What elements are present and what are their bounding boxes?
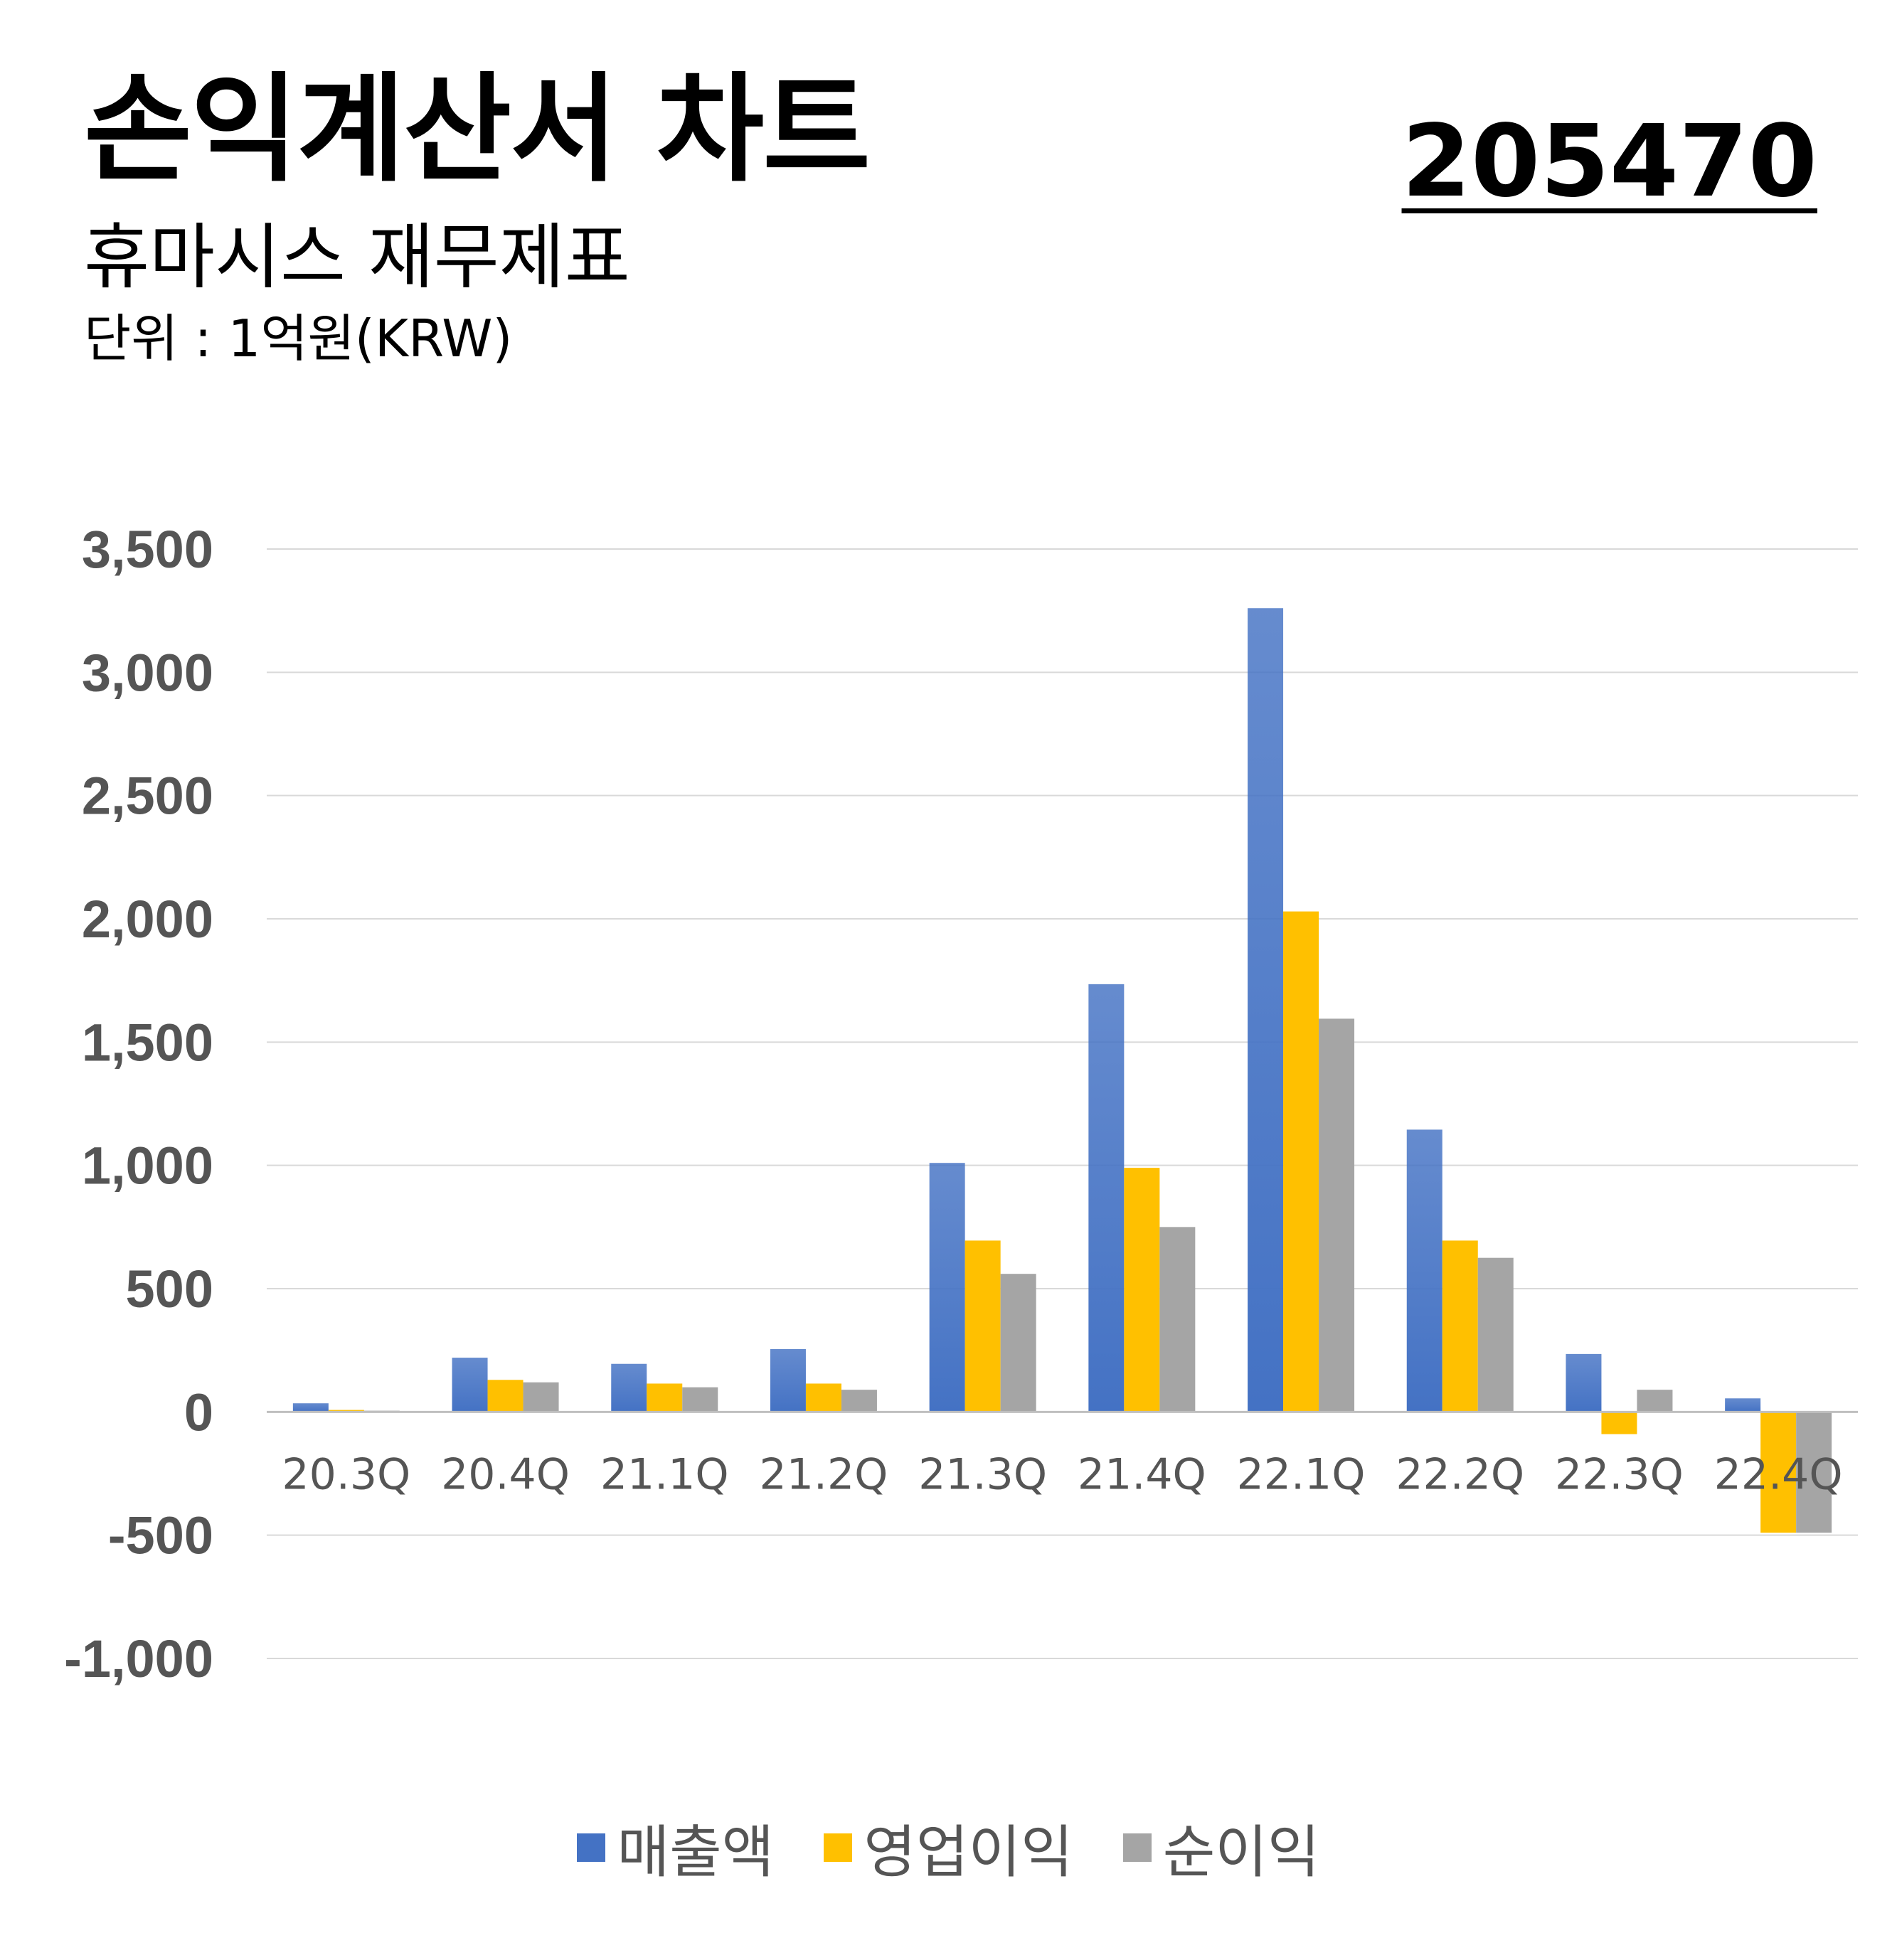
bar-operating-profit-22.4Q <box>1760 1412 1797 1533</box>
legend: 매출액 영업이익 순이익 <box>0 1806 1897 1889</box>
legend-swatch-operating-profit <box>824 1833 853 1862</box>
bar-operating-profit-21.4Q <box>1124 1168 1160 1412</box>
x-tick-label: 22.1Q <box>1237 1449 1366 1499</box>
x-tick-label: 22.4Q <box>1714 1449 1843 1499</box>
y-tick-label: 3,000 <box>82 643 213 702</box>
bar-net-profit-21.2Q <box>841 1390 877 1412</box>
bar-operating-profit-21.3Q <box>965 1240 1001 1412</box>
page-subtitle: 휴마시스 재무제표 <box>84 215 630 299</box>
ticker-code: 205470 <box>1401 104 1817 220</box>
legend-item-revenue: 매출액 <box>577 1806 774 1889</box>
y-tick-label: 1,000 <box>82 1136 213 1195</box>
bar-revenue-22.3Q <box>1566 1353 1602 1412</box>
legend-swatch-net-profit <box>1122 1833 1152 1862</box>
bar-operating-profit-21.2Q <box>805 1383 841 1412</box>
bar-revenue-22.4Q <box>1725 1398 1761 1412</box>
x-tick-label: 20.4Q <box>441 1449 570 1499</box>
legend-item-net-profit: 순이익 <box>1122 1806 1320 1889</box>
y-tick-label: 0 <box>184 1383 213 1442</box>
bar-revenue-21.3Q <box>929 1163 965 1412</box>
gridlines <box>267 548 1858 1659</box>
y-tick-label: 2,000 <box>82 890 213 949</box>
bar-net-profit-22.3Q <box>1637 1390 1673 1412</box>
y-axis-ticks: 3,500 3,000 2,500 2,000 1,500 1,000 500 0 -500 -1… <box>64 520 213 1688</box>
bar-net-profit-21.3Q <box>1000 1274 1036 1412</box>
bar-net-profit-22.2Q <box>1477 1257 1514 1412</box>
bar-revenue-22.2Q <box>1406 1129 1442 1412</box>
y-tick-label: -1,000 <box>64 1629 213 1688</box>
x-tick-label: 21.2Q <box>760 1449 888 1499</box>
bar-operating-profit-22.1Q <box>1283 911 1319 1412</box>
bar-revenue-20.3Q <box>292 1403 329 1412</box>
unit-label: 단위 : 1억원(KRW) <box>84 309 513 368</box>
x-tick-label: 22.3Q <box>1555 1449 1684 1499</box>
x-tick-label: 22.2Q <box>1396 1449 1524 1499</box>
bar-operating-profit-21.1Q <box>647 1383 683 1412</box>
y-tick-label: -500 <box>108 1506 213 1565</box>
bar-net-profit-21.1Q <box>682 1387 718 1412</box>
x-tick-label: 21.4Q <box>1078 1449 1206 1499</box>
bar-net-profit-22.4Q <box>1796 1412 1832 1533</box>
bar-operating-profit-20.4Q <box>487 1380 524 1412</box>
page-title: 손익계산서 차트 <box>84 61 871 198</box>
y-tick-label: 1,500 <box>82 1013 213 1072</box>
bar-operating-profit-22.2Q <box>1442 1240 1478 1412</box>
y-tick-label: 3,500 <box>82 520 213 579</box>
x-tick-label: 21.3Q <box>918 1449 1047 1499</box>
legend-label-net-profit: 순이익 <box>1162 1819 1320 1885</box>
legend-item-operating-profit: 영업이익 <box>824 1806 1073 1889</box>
bar-net-profit-22.1Q <box>1319 1018 1355 1412</box>
bar-revenue-21.2Q <box>770 1348 806 1412</box>
x-axis-ticks: 20.3Q 20.4Q 21.1Q 21.2Q 21.3Q 21.4Q 22.1Q 22.2Q… <box>282 1449 1842 1499</box>
x-tick-label: 21.1Q <box>600 1449 729 1499</box>
bar-operating-profit-22.3Q <box>1601 1412 1637 1434</box>
bar-revenue-21.1Q <box>611 1363 647 1412</box>
legend-label-operating-profit: 영업이익 <box>864 1819 1073 1885</box>
bars <box>292 608 1832 1533</box>
bar-net-profit-21.4Q <box>1159 1227 1196 1412</box>
bar-net-profit-20.4Q <box>523 1382 559 1412</box>
legend-swatch-revenue <box>577 1833 606 1862</box>
bar-revenue-20.4Q <box>452 1358 488 1412</box>
bar-revenue-22.1Q <box>1248 608 1284 1412</box>
y-tick-label: 500 <box>126 1259 213 1319</box>
legend-label-revenue: 매출액 <box>617 1819 775 1885</box>
bar-revenue-21.4Q <box>1088 984 1125 1412</box>
y-tick-label: 2,500 <box>82 767 213 826</box>
x-tick-label: 20.3Q <box>282 1449 410 1499</box>
